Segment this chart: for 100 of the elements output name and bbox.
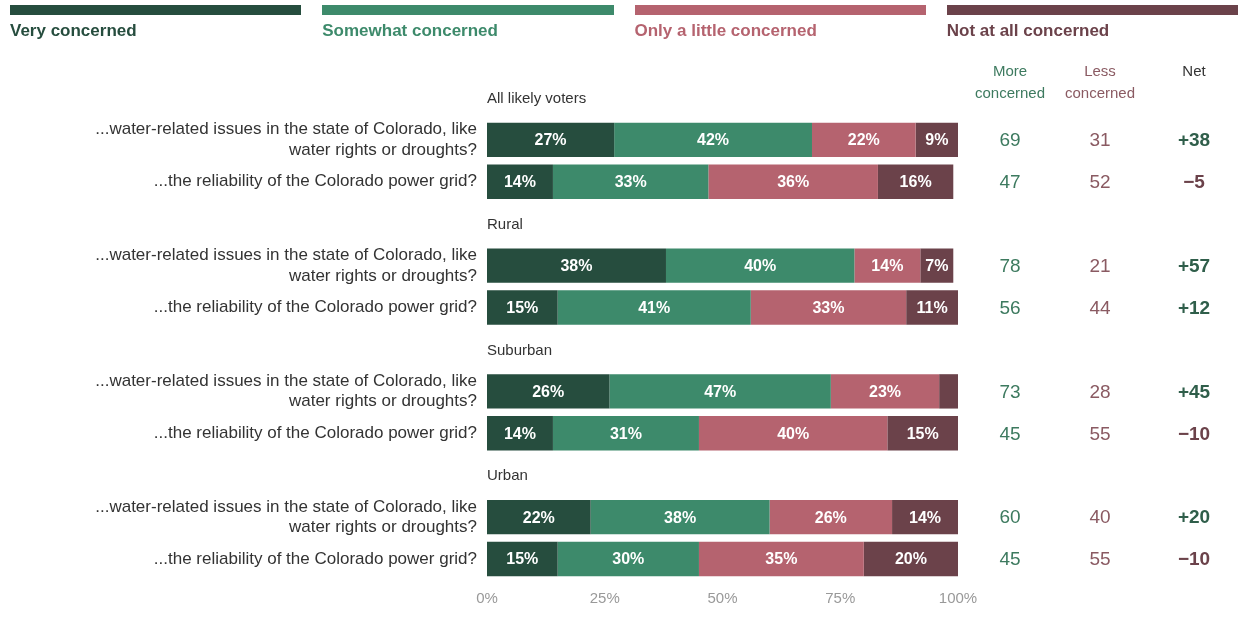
data-label: 14% — [909, 508, 942, 526]
text: 69 — [999, 129, 1021, 151]
data-label: 22% — [522, 508, 555, 526]
text: +38 — [1177, 129, 1211, 151]
bar — [811, 122, 916, 158]
y-tick-label: Rural — [487, 214, 523, 232]
data-label: 38% — [664, 508, 697, 526]
x-tick-label: 75% — [825, 589, 856, 607]
text: 60 — [999, 506, 1021, 528]
bar — [614, 122, 812, 158]
text: +12 — [1177, 296, 1211, 318]
bar — [557, 290, 751, 325]
text: 55 — [1089, 422, 1111, 444]
bar — [769, 499, 893, 535]
data-label: 27% — [534, 131, 567, 149]
text: 55 — [1089, 548, 1111, 570]
text: More concerned — [974, 62, 1046, 102]
data-label: 15% — [506, 550, 539, 568]
data-label: 7% — [925, 257, 949, 275]
data-label: 16% — [899, 173, 932, 191]
y-tick-label: ...water-related issues in the state of Colorado, like water rights or droughts? — [95, 496, 477, 537]
text: Net — [1182, 62, 1207, 80]
bar — [698, 416, 888, 451]
x-tick-label: 50% — [707, 589, 738, 607]
text: +45 — [1177, 380, 1211, 402]
text: 78 — [999, 254, 1021, 276]
data-label: 47% — [704, 382, 737, 400]
data-label: 42% — [697, 131, 730, 149]
data-label: 41% — [638, 298, 671, 316]
y-tick-label: ...water-related issues in the state of Colorado, like water rights or droughts? — [95, 370, 477, 411]
text: +57 — [1177, 254, 1211, 276]
bar — [487, 499, 591, 535]
data-label: 31% — [609, 424, 642, 442]
bar — [487, 248, 666, 283]
data-label: 14% — [503, 173, 536, 191]
y-tick-label: ...the reliability of the Colorado power grid? — [153, 297, 477, 317]
bar — [552, 164, 709, 199]
data-label: 33% — [614, 173, 647, 191]
data-label: 15% — [506, 298, 539, 316]
text: −10 — [1177, 422, 1211, 444]
x-tick-label: 100% — [938, 589, 978, 607]
data-label: 26% — [814, 508, 847, 526]
text: Somewhat concerned — [322, 21, 499, 41]
data-label: 14% — [871, 257, 904, 275]
bar — [750, 290, 907, 325]
text: 31 — [1089, 129, 1111, 151]
text: 56 — [999, 296, 1021, 318]
data-label: 40% — [777, 424, 810, 442]
y-tick-label: Urban — [487, 466, 528, 484]
data-label: 38% — [560, 257, 593, 275]
data-label: 26% — [532, 382, 565, 400]
data-label: 35% — [765, 550, 798, 568]
text: 45 — [999, 422, 1021, 444]
text: 47 — [999, 171, 1021, 193]
text: 52 — [1089, 171, 1111, 193]
y-tick-label: ...the reliability of the Colorado power grid? — [153, 422, 477, 442]
text: −5 — [1183, 171, 1206, 193]
data-label: 9% — [925, 131, 949, 149]
bar — [854, 248, 921, 283]
bar — [609, 374, 831, 409]
bar — [665, 248, 855, 283]
data-label: 14% — [503, 424, 536, 442]
data-label: 30% — [612, 550, 645, 568]
text: 44 — [1089, 296, 1111, 318]
text: 28 — [1089, 380, 1111, 402]
bar — [552, 416, 699, 451]
x-tick-label: 25% — [589, 589, 620, 607]
bar — [590, 499, 770, 535]
bar — [487, 374, 610, 409]
text: Only a little concerned — [634, 21, 818, 41]
text: Not at all concerned — [946, 21, 1111, 41]
bar — [830, 374, 940, 409]
data-label: 23% — [868, 382, 902, 400]
y-tick-label: Suburban — [487, 340, 553, 358]
bar — [863, 541, 958, 577]
y-tick-label: ...water-related issues in the state of Colorado, like water rights or droughts? — [95, 245, 477, 285]
text: 45 — [999, 548, 1021, 570]
y-tick-label: ...the reliability of the Colorado power grid? — [153, 171, 477, 191]
data-label: 15% — [906, 424, 939, 442]
text: Very concerned — [10, 21, 138, 41]
y-tick-label: ...the reliability of the Colorado power grid? — [153, 548, 477, 568]
bar — [487, 122, 615, 158]
data-label: 11% — [916, 298, 948, 316]
y-tick-label: ...water-related issues in the state of Colorado, like water rights or droughts? — [95, 119, 477, 159]
y-tick-label: All likely voters — [487, 89, 587, 107]
text: 73 — [999, 380, 1021, 402]
text: −10 — [1177, 548, 1211, 570]
text: Less concerned — [1064, 62, 1136, 102]
bar — [487, 290, 558, 325]
text: 21 — [1089, 254, 1111, 276]
data-label: 33% — [812, 298, 845, 316]
data-label: 22% — [847, 131, 880, 149]
bar — [939, 374, 958, 409]
text: +20 — [1177, 506, 1211, 528]
x-tick-label: 0% — [476, 589, 498, 607]
bar — [698, 541, 864, 577]
text: 40 — [1089, 506, 1111, 528]
data-label: 20% — [894, 550, 927, 568]
bar — [708, 164, 878, 199]
data-label: 36% — [777, 173, 810, 191]
